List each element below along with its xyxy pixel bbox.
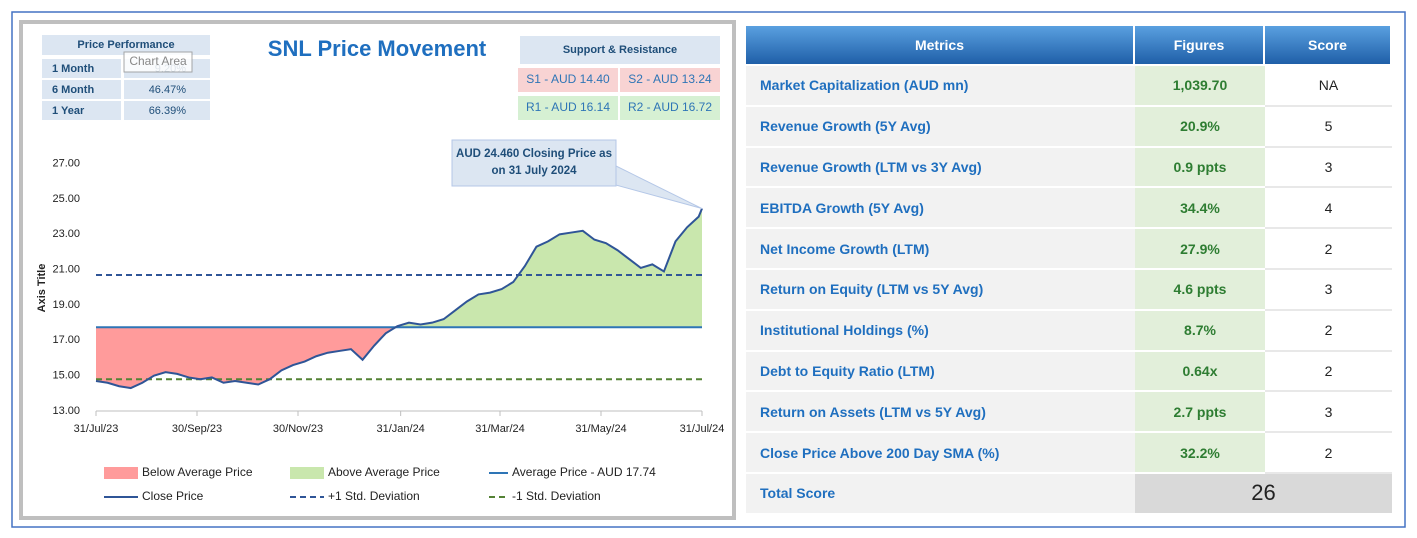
- x-tick-label: 30/Nov/23: [273, 423, 323, 435]
- sr-label: S1 - AUD 14.40: [526, 72, 610, 86]
- table-cell: Total Score: [746, 474, 1135, 515]
- table-cell: Net Income Growth (LTM): [746, 229, 1135, 270]
- y-tick-label: 19.00: [52, 299, 80, 311]
- table-cell: 0.64x: [1135, 351, 1265, 393]
- perf-value: 46.47%: [149, 84, 187, 96]
- y-tick-label: 15.00: [52, 370, 80, 382]
- tooltip-box: [123, 51, 193, 73]
- sr-cell: [620, 96, 720, 120]
- table-cell: 3: [1265, 392, 1392, 434]
- legend-swatch: [290, 467, 324, 479]
- table-cell: 2: [1265, 310, 1392, 352]
- perf-cell: [124, 80, 210, 99]
- table-cell: Institutional Holdings (%): [746, 310, 1135, 352]
- legend-label: Above Average Price: [328, 465, 440, 479]
- table-cell: 4: [1265, 188, 1392, 230]
- table-cell: Revenue Growth (5Y Avg): [746, 106, 1135, 148]
- sr-cell: [518, 96, 618, 120]
- table-cell: 2: [1265, 433, 1392, 474]
- table-cell: 1,039.70: [1135, 66, 1265, 107]
- y-tick-label: 17.00: [52, 334, 80, 346]
- table-cell: 5: [1265, 106, 1392, 148]
- table-cell: Return on Equity (LTM vs 5Y Avg): [746, 270, 1135, 311]
- y-axis-title: Axis Title: [36, 264, 48, 313]
- y-tick-label: 13.00: [52, 405, 80, 417]
- perf-cell: [124, 101, 210, 120]
- annotation-box: [451, 139, 617, 187]
- sr-header: [520, 36, 720, 64]
- table-cell: 20.9%: [1135, 106, 1265, 148]
- table-cell: Debt to Equity Ratio (LTM): [746, 351, 1135, 393]
- outer-border: [11, 11, 1406, 528]
- above-average-area: [395, 208, 702, 328]
- x-tick-label: 30/Sep/23: [172, 423, 222, 435]
- table-cell: Figures: [1135, 26, 1265, 66]
- annotation-text: on 31 July 2024: [491, 165, 577, 177]
- table-cell: Close Price Above 200 Day SMA (%): [746, 433, 1135, 474]
- table-cell: Return on Assets (LTM vs 5Y Avg): [746, 392, 1135, 434]
- legend-label: -1 Std. Deviation: [512, 489, 601, 503]
- sr-title: Support & Resistance: [563, 44, 677, 56]
- table-cell: Metrics: [746, 26, 1135, 66]
- perf-label: 1 Month: [52, 63, 94, 75]
- table-cell: 34.4%: [1135, 188, 1265, 230]
- perf-label: 6 Month: [52, 84, 94, 96]
- legend-label: Below Average Price: [142, 465, 253, 479]
- table-cell: 27.9%: [1135, 229, 1265, 270]
- table-cell: 3: [1265, 270, 1392, 311]
- x-tick-label: 31/Jul/23: [74, 423, 119, 435]
- table-cell: 0.9 ppts: [1135, 147, 1265, 189]
- table-cell: 2.7 ppts: [1135, 392, 1265, 434]
- annotation-text: AUD 24.460 Closing Price as: [456, 148, 612, 160]
- sr-label: S2 - AUD 13.24: [628, 72, 712, 86]
- sr-label: R2 - AUD 16.72: [628, 100, 712, 114]
- chart-title: SNL Price Movement: [268, 36, 487, 61]
- y-tick-label: 25.00: [52, 193, 80, 205]
- y-tick-label: 21.00: [52, 264, 80, 276]
- perf-header: [42, 35, 210, 55]
- table-cell: Market Capitalization (AUD mn): [746, 66, 1135, 107]
- close-price-line: [95, 208, 703, 390]
- table-cell: 26: [1135, 474, 1392, 515]
- table-cell: 32.2%: [1135, 433, 1265, 474]
- table-cell: 2: [1265, 229, 1392, 270]
- x-tick-label: 31/Jan/24: [376, 423, 424, 435]
- below-average-area: [96, 327, 702, 389]
- table-cell: EBITDA Growth (5Y Avg): [746, 188, 1135, 230]
- perf-value: 66.39%: [149, 105, 187, 117]
- perf-cell: [42, 101, 121, 120]
- table-cell: Score: [1265, 26, 1392, 66]
- perf-label: 1 Year: [52, 105, 85, 117]
- y-tick-label: 23.00: [52, 228, 80, 240]
- table-cell: 8.7%: [1135, 310, 1265, 352]
- table-cell: 4.6 ppts: [1135, 270, 1265, 311]
- table-cell: 2: [1265, 351, 1392, 393]
- x-tick-label: 31/Mar/24: [475, 423, 525, 435]
- perf-title: Price Performance: [77, 39, 174, 51]
- legend-label: Average Price - AUD 17.74: [512, 465, 656, 479]
- sr-cell: [620, 68, 720, 92]
- sr-cell: [518, 68, 618, 92]
- x-tick-label: 31/May/24: [575, 423, 626, 435]
- table-cell: NA: [1265, 66, 1392, 107]
- perf-cell: [42, 80, 121, 99]
- y-tick-label: 27.00: [52, 158, 80, 170]
- legend-label: +1 Std. Deviation: [328, 489, 420, 503]
- table-cell: 3: [1265, 147, 1392, 189]
- tooltip-text: Chart Area: [129, 54, 187, 68]
- perf-cell: [42, 59, 121, 78]
- legend-label: Close Price: [142, 489, 204, 503]
- table-cell: Revenue Growth (LTM vs 3Y Avg): [746, 147, 1135, 189]
- sr-label: R1 - AUD 16.14: [526, 100, 610, 114]
- legend-swatch: [104, 467, 138, 479]
- x-tick-label: 31/Jul/24: [680, 423, 725, 435]
